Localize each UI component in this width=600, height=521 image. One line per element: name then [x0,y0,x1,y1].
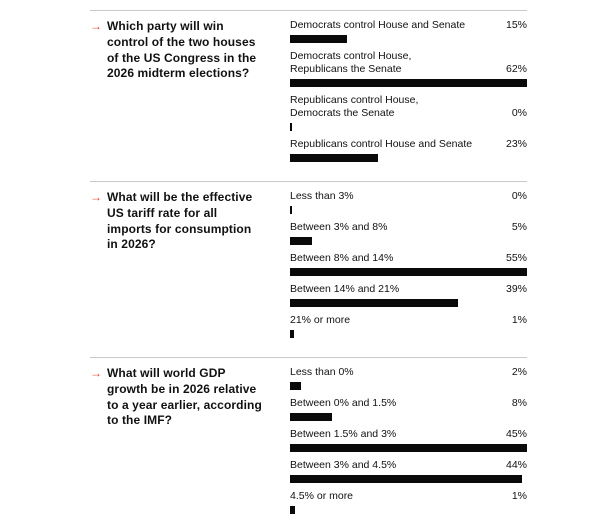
result-bar [290,299,459,307]
answer-row-header: Republicans control House, Democrats the … [290,94,527,120]
result-bar [290,35,348,43]
answer-row: Republicans control House, Democrats the … [290,94,527,131]
result-bar [290,506,296,514]
answer-label: Democrats control House, Republicans the … [290,50,412,75]
survey-section: → Which party will win control of the two… [90,10,527,169]
result-bar [290,413,333,421]
answer-percent: 1% [511,490,527,502]
answer-label: Less than 3% [290,190,354,202]
question-block: → What will world GDP growth be in 2026 r… [90,366,290,521]
question-block: → Which party will win control of the two… [90,19,290,169]
answer-row-header: Between 1.5% and 3% 45% [290,428,527,441]
arrow-icon: → [90,366,102,380]
result-bar [290,154,378,162]
survey-section: → What will be the effective US tariff ra… [90,181,527,345]
result-bar [290,330,295,338]
answer-row: Between 3% and 4.5% 44% [290,459,527,483]
answer-percent: 8% [511,397,527,409]
answer-row-header: Republicans control House and Senate 23% [290,138,527,151]
answer-label: 4.5% or more [290,490,354,502]
answer-row-header: Between 14% and 21% 39% [290,283,527,296]
answer-label: Republicans control House, Democrats the … [290,94,419,119]
answer-row-header: Between 0% and 1.5% 8% [290,397,527,410]
answer-row: Republicans control House and Senate 23% [290,138,527,162]
answer-row-header: 21% or more 1% [290,314,527,327]
answer-percent: 44% [505,459,527,471]
answer-row: Democrats control House and Senate 15% [290,19,527,43]
answers-column: Democrats control House and Senate 15% Dem… [290,19,527,169]
answer-label: Between 0% and 1.5% [290,397,397,409]
result-bar [290,268,527,276]
answer-row: Between 8% and 14% 55% [290,252,527,276]
answer-percent: 15% [505,19,527,31]
answer-percent: 0% [511,190,527,202]
answer-label: Less than 0% [290,366,354,378]
result-bar [290,206,292,214]
answer-label: Democrats control House and Senate [290,19,466,31]
answer-percent: 62% [505,63,527,75]
answer-row: Between 14% and 21% 39% [290,283,527,307]
answer-row-header: Less than 3% 0% [290,190,527,203]
survey-section: → What will world GDP growth be in 2026 r… [90,357,527,521]
answer-row: 21% or more 1% [290,314,527,338]
answer-row-header: Less than 0% 2% [290,366,527,379]
answer-percent: 39% [505,283,527,295]
answer-row-header: Between 3% and 4.5% 44% [290,459,527,472]
answer-row: Less than 3% 0% [290,190,527,214]
answer-percent: 23% [505,138,527,150]
answer-row: Less than 0% 2% [290,366,527,390]
result-bar [290,237,312,245]
result-bar [290,382,301,390]
answer-row: 4.5% or more 1% [290,490,527,514]
answer-label: Between 8% and 14% [290,252,394,264]
answer-percent: 5% [511,221,527,233]
answer-label: Between 3% and 4.5% [290,459,397,471]
answer-row: Democrats control House, Republicans the … [290,50,527,87]
answer-label: Republicans control House and Senate [290,138,473,150]
answer-row-header: 4.5% or more 1% [290,490,527,503]
answer-row: Between 1.5% and 3% 45% [290,428,527,452]
question-text: Which party will win control of the two … [107,19,257,81]
answer-percent: 0% [511,107,527,119]
answers-column: Less than 3% 0% Between 3% and 8% 5% Between… [290,190,527,345]
answer-label: Between 1.5% and 3% [290,428,397,440]
result-bar [290,444,527,452]
answer-percent: 45% [505,428,527,440]
result-bar [290,475,522,483]
result-bar [290,79,527,87]
answer-row-header: Between 8% and 14% 55% [290,252,527,265]
answer-row: Between 3% and 8% 5% [290,221,527,245]
answer-label: 21% or more [290,314,351,326]
answer-label: Between 14% and 21% [290,283,400,295]
answer-percent: 2% [511,366,527,378]
question-text: What will be the effective US tariff rat… [107,190,253,252]
question-block: → What will be the effective US tariff ra… [90,190,290,345]
answer-percent: 55% [505,252,527,264]
answer-row-header: Between 3% and 8% 5% [290,221,527,234]
answer-row-header: Democrats control House and Senate 15% [290,19,527,32]
arrow-icon: → [90,190,102,204]
result-bar [290,123,292,131]
answer-row-header: Democrats control House, Republicans the … [290,50,527,76]
answers-column: Less than 0% 2% Between 0% and 1.5% 8% Betwe… [290,366,527,521]
answer-percent: 1% [511,314,527,326]
question-text: What will world GDP growth be in 2026 re… [107,366,262,428]
answer-label: Between 3% and 8% [290,221,388,233]
arrow-icon: → [90,19,102,33]
answer-row: Between 0% and 1.5% 8% [290,397,527,421]
